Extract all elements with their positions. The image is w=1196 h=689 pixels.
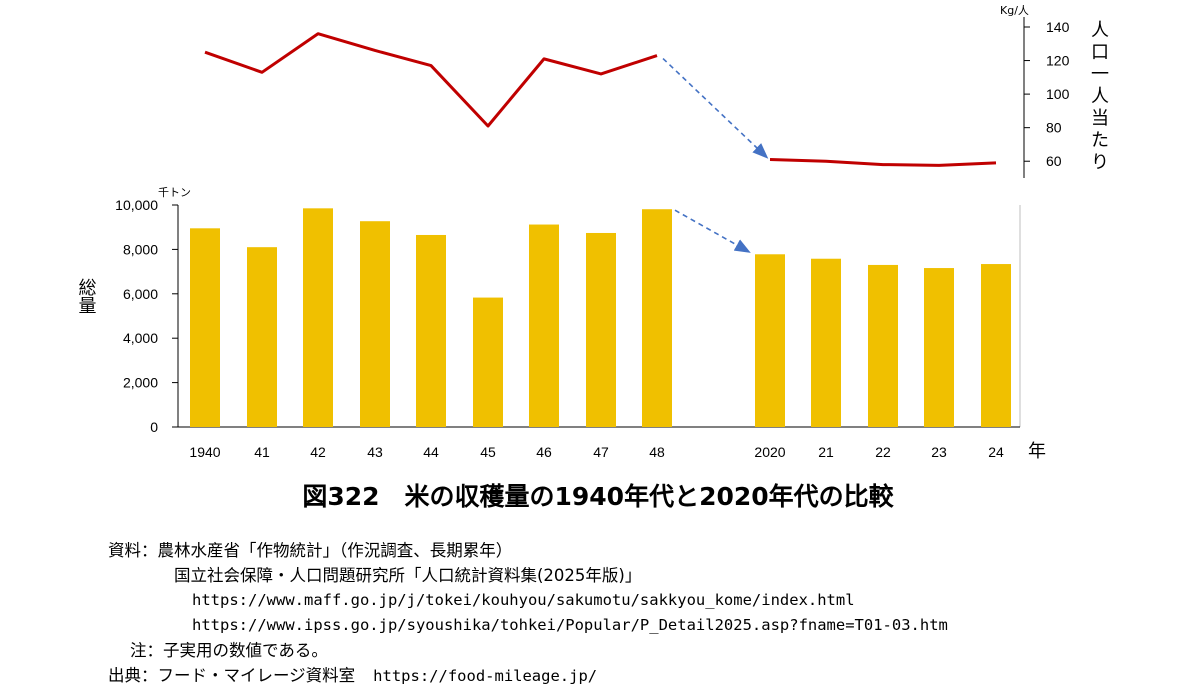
line-y-axis-label-char: た xyxy=(1091,130,1109,151)
line-y-axis-label-char: 当 xyxy=(1091,108,1109,129)
source-label: 資料： xyxy=(108,541,158,560)
origin-text: フード・マイレージ資料室 xyxy=(157,666,356,685)
line-y-tick-label: 120 xyxy=(1046,53,1070,69)
bar xyxy=(473,297,503,427)
bar-y-tick-label: 6,000 xyxy=(123,286,158,302)
line-connector-arrow xyxy=(662,57,769,159)
line-series-1940s xyxy=(204,32,658,128)
bar xyxy=(190,228,220,427)
line-y-tick-label: 100 xyxy=(1046,86,1070,102)
line-unit-label: Kg/人 xyxy=(1000,4,1029,17)
source-text-1: 農林水産省「作物統計」（作況調査、長期累年） xyxy=(157,541,513,560)
x-tick-label: 21 xyxy=(818,444,834,460)
bar-connector-arrow xyxy=(674,209,751,253)
bar xyxy=(586,232,616,427)
line-y-axis-label-char: 人 xyxy=(1091,20,1109,41)
origin-url[interactable]: https://food-mileage.jp/ xyxy=(373,667,598,685)
bar-y-tick-label: 10,000 xyxy=(115,197,158,213)
bar xyxy=(811,258,841,427)
x-tick-label: 44 xyxy=(423,444,439,460)
bar-y-axis-label: 総量 xyxy=(76,278,97,314)
x-tick-label: 41 xyxy=(254,444,270,460)
line-y-tick-label: 80 xyxy=(1046,120,1062,136)
x-tick-label: 48 xyxy=(649,444,665,460)
x-tick-label: 43 xyxy=(367,444,383,460)
source-url-2[interactable]: https://www.ipss.go.jp/syoushika/tohkei/… xyxy=(192,616,948,634)
x-tick-label: 1940 xyxy=(189,444,220,460)
rice-harvest-chart: 0 2,000 4,000 6,000 8,000 10,000 1940 41 42 43 44 4… xyxy=(76,4,1110,462)
x-tick-label: 24 xyxy=(988,444,1004,460)
bar xyxy=(529,224,559,427)
line-y-tick-label: 60 xyxy=(1046,153,1062,169)
bar-y-tick-label: 4,000 xyxy=(123,330,158,346)
source-line-1: 資料：農林水産省「作物統計」（作況調査、長期累年） xyxy=(108,538,948,563)
bar xyxy=(247,247,277,427)
source-line-2: 国立社会保障・人口問題研究所「人口統計資料集(2025年版)」 xyxy=(108,563,948,588)
bar xyxy=(755,254,785,427)
x-tick-label: 46 xyxy=(536,444,552,460)
source-url-1[interactable]: https://www.maff.go.jp/j/tokei/kouhyou/s… xyxy=(192,591,855,609)
bar xyxy=(924,268,954,427)
note-text: 子実用の数値である。 xyxy=(163,641,328,660)
line-y-axis-label-char: 人 xyxy=(1091,86,1109,107)
x-unit-label: 年 xyxy=(1028,441,1046,462)
bar xyxy=(981,264,1011,427)
x-tick-label: 22 xyxy=(875,444,891,460)
bar xyxy=(868,264,898,427)
line-y-axis-label-char: 一 xyxy=(1091,64,1109,85)
line-y-axis-label-char: 口 xyxy=(1091,42,1109,63)
line-y-tick-label: 140 xyxy=(1046,19,1070,35)
note-line: 注：子実用の数値である。 xyxy=(108,638,948,663)
source-notes: 資料：農林水産省「作物統計」（作況調査、長期累年） 国立社会保障・人口問題研究所… xyxy=(108,538,948,689)
bar xyxy=(416,234,446,427)
figure-title: 図322 米の収穫量の1940年代と2020年代の比較 xyxy=(302,482,894,511)
bar xyxy=(303,208,333,427)
note-label: 注： xyxy=(130,641,163,660)
x-tick-label: 2020 xyxy=(754,444,785,460)
x-tick-label: 47 xyxy=(593,444,609,460)
bar xyxy=(360,221,390,427)
bar-y-tick-label: 2,000 xyxy=(123,375,158,391)
bar-y-tick-label: 0 xyxy=(150,419,158,435)
origin-line: 出典：フード・マイレージ資料室 https://food-mileage.jp/ xyxy=(108,663,948,689)
x-tick-label: 45 xyxy=(480,444,496,460)
line-y-axis-label-char: り xyxy=(1091,152,1109,173)
source-text-2: 国立社会保障・人口問題研究所「人口統計資料集(2025年版)」 xyxy=(174,566,642,585)
bar xyxy=(642,209,672,427)
origin-label: 出典： xyxy=(108,666,158,685)
bar-unit-label: 千トン xyxy=(158,186,191,199)
line-series-2020s xyxy=(769,158,997,167)
bar-y-tick-label: 8,000 xyxy=(123,241,158,257)
x-tick-label: 42 xyxy=(310,444,326,460)
x-tick-label: 23 xyxy=(931,444,947,460)
